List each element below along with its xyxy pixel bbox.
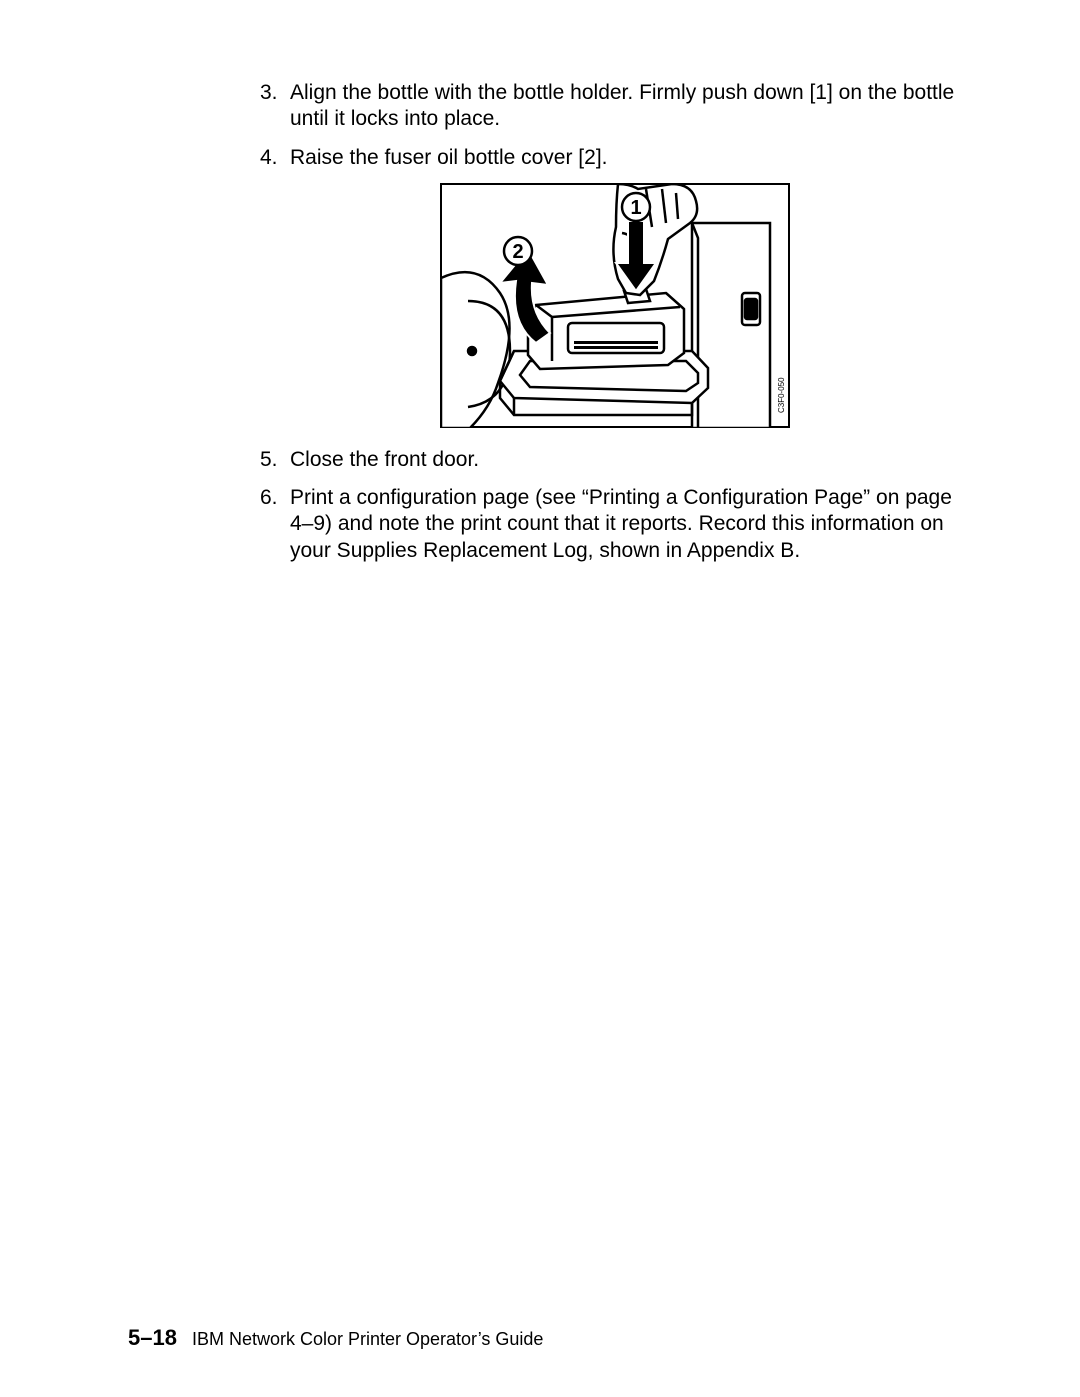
- step-3: 3. Align the bottle with the bottle hold…: [260, 80, 970, 133]
- step-number: 4.: [260, 145, 278, 171]
- figure-id-label: C3F0-050: [777, 377, 786, 413]
- step-5: 5. Close the front door.: [260, 447, 970, 473]
- step-number: 6.: [260, 485, 278, 511]
- document-page: 3. Align the bottle with the bottle hold…: [0, 0, 1080, 1397]
- instruction-list-continued: 5. Close the front door. 6. Print a conf…: [260, 447, 970, 564]
- step-text: Align the bottle with the bottle holder.…: [290, 81, 954, 130]
- step-text: Raise the fuser oil bottle cover [2].: [290, 146, 608, 169]
- step-number: 3.: [260, 80, 278, 106]
- step-number: 5.: [260, 447, 278, 473]
- figure-container: 1 2 C3F0-050: [260, 183, 970, 433]
- step-text: Close the front door.: [290, 448, 479, 471]
- step-text: Print a configuration page (see “Printin…: [290, 486, 952, 562]
- instruction-figure: 1 2 C3F0-050: [440, 183, 790, 428]
- page-footer: 5–18 IBM Network Color Printer Operator’…: [128, 1325, 543, 1351]
- svg-text:1: 1: [630, 197, 641, 219]
- step-6: 6. Print a configuration page (see “Prin…: [260, 485, 970, 564]
- step-4: 4. Raise the fuser oil bottle cover [2].: [260, 145, 970, 171]
- page-number: 5–18: [128, 1325, 177, 1350]
- instruction-list: 3. Align the bottle with the bottle hold…: [260, 80, 970, 171]
- svg-text:2: 2: [512, 241, 523, 263]
- manual-title: IBM Network Color Printer Operator’s Gui…: [192, 1329, 543, 1349]
